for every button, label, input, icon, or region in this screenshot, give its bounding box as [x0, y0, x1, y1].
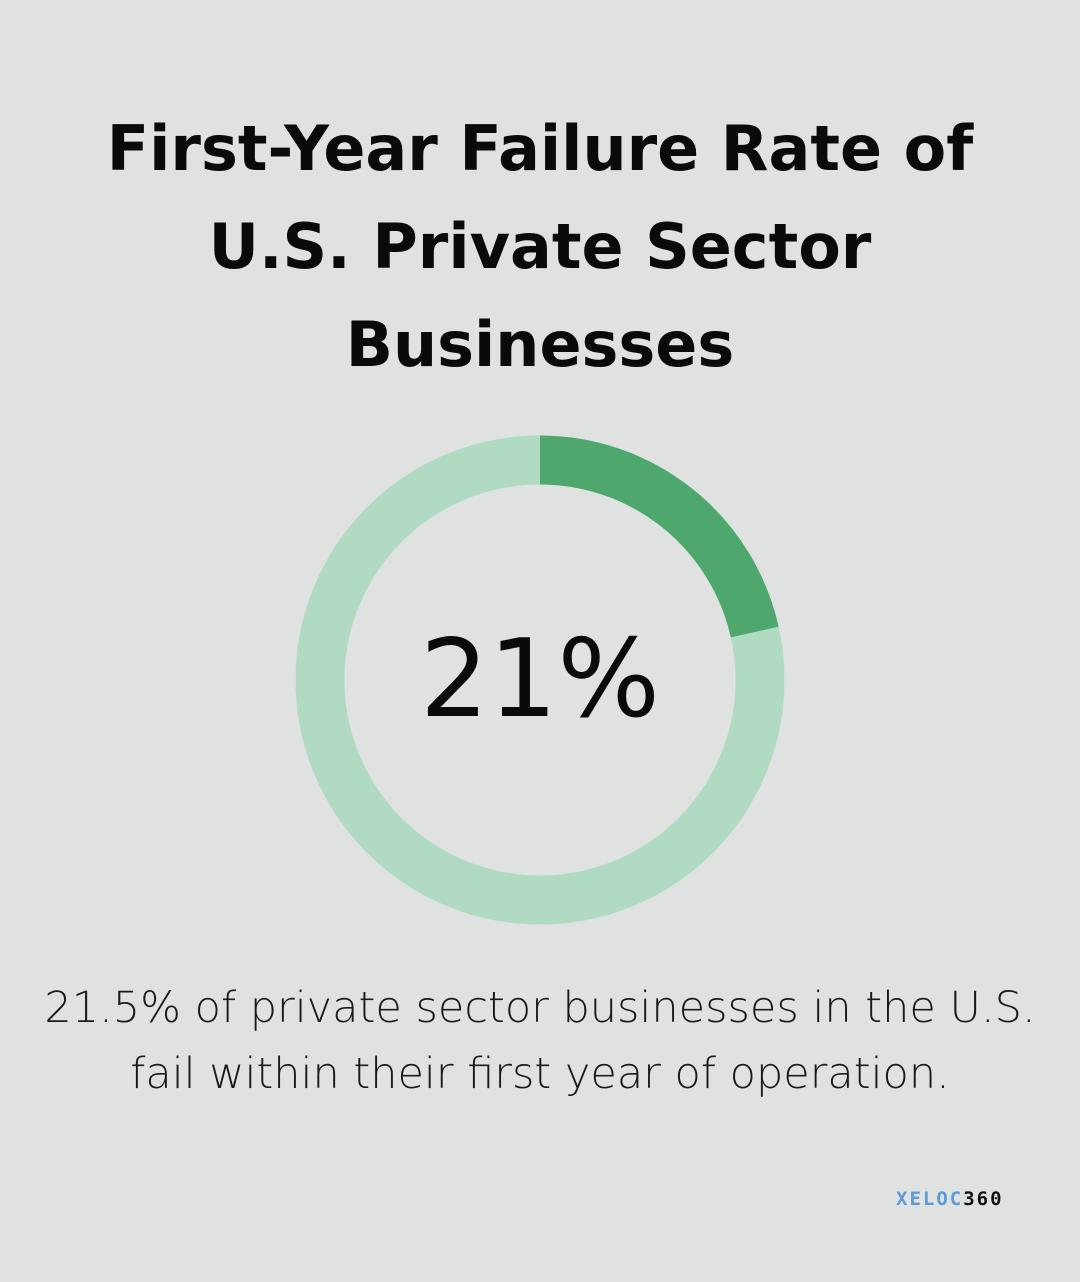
donut-value-slice	[539, 435, 779, 638]
chart-description: 21.5% of private sector businesses in th…	[44, 983, 1036, 1099]
chart-title: First-Year Failure Rate of U.S. Private …	[106, 112, 974, 381]
heloc360-logo: XELOC360	[896, 1188, 1004, 1210]
logo-text-a: XELOC	[896, 1188, 964, 1210]
center-value-label: 21%	[419, 617, 661, 742]
logo-text-b: 360	[963, 1188, 1004, 1210]
